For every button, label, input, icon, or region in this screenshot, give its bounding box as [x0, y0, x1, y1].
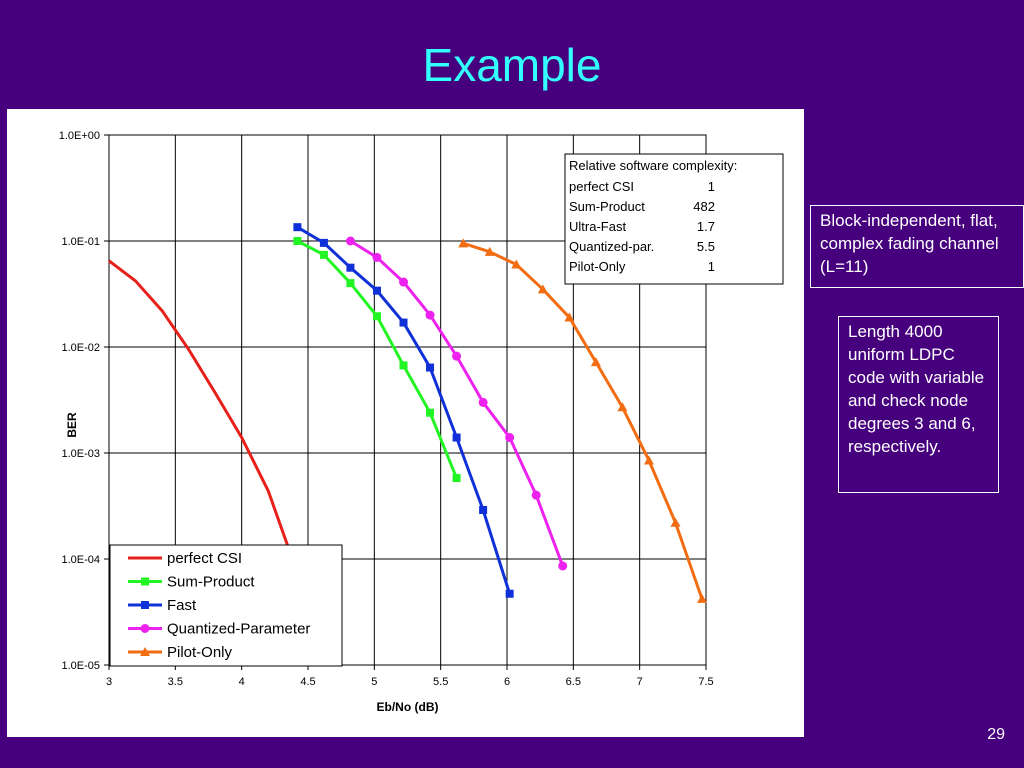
- legend-marker-sum-product: [141, 577, 149, 586]
- series-line-pilot-only: [462, 241, 704, 600]
- legend-label-sum-product: Sum-Product: [167, 574, 255, 591]
- data-point-sum-product: [319, 250, 328, 259]
- series-line-sum-product: [296, 239, 458, 479]
- note-fading-channel: Block-independent, flat, complex fading …: [810, 205, 1024, 288]
- page-number: 29: [987, 726, 1005, 743]
- data-point-sum-product: [399, 361, 408, 370]
- annotation-row-value: 1.7: [697, 219, 715, 234]
- data-point-quantized-parameter: [505, 433, 515, 443]
- x-tick-label: 5: [371, 676, 377, 688]
- data-point-fast: [319, 238, 328, 247]
- data-point-quantized-parameter: [425, 310, 435, 320]
- data-point-sum-product: [346, 279, 355, 288]
- note-ldpc-code: Length 4000 uniform LDPC code with varia…: [838, 316, 999, 493]
- data-point-fast: [372, 286, 381, 295]
- legend-marker-fast: [141, 601, 149, 609]
- data-point-sum-product: [372, 312, 381, 321]
- annotation-box: [564, 153, 784, 285]
- y-tick-label: 1.0E+00: [59, 130, 100, 142]
- data-point-pilot-only: [670, 517, 681, 527]
- y-tick-label: 1.0E-01: [61, 236, 100, 248]
- data-point-quantized-parameter: [345, 236, 355, 246]
- data-point-pilot-only: [617, 402, 628, 412]
- x-axis-label: Eb/No (dB): [377, 700, 439, 714]
- y-tick-label: 1.0E-03: [61, 448, 100, 460]
- x-tick-label: 3: [106, 676, 112, 688]
- legend-marker-pilot-only: [140, 647, 150, 656]
- plot-frame: [108, 134, 707, 666]
- x-tick-label: 3.5: [168, 676, 183, 688]
- x-tick-label: 7: [637, 676, 643, 688]
- data-point-quantized-parameter: [558, 561, 568, 571]
- data-point-sum-product: [426, 408, 435, 417]
- data-point-quantized-parameter: [372, 252, 382, 262]
- data-point-fast: [399, 318, 408, 327]
- y-tick-label: 1.0E-02: [61, 342, 100, 354]
- data-point-pilot-only: [484, 246, 495, 256]
- legend-label-pilot-only: Pilot-Only: [167, 644, 233, 661]
- x-tick-label: 4.5: [300, 676, 315, 688]
- data-point-pilot-only: [511, 259, 522, 269]
- data-point-pilot-only: [643, 455, 654, 465]
- data-point-sum-product: [293, 237, 302, 245]
- legend-label-perfect-csi: perfect CSI: [167, 550, 242, 567]
- chart-legend: perfect CSI Sum-Product Fast Quantized-Para…: [109, 544, 343, 667]
- data-point-quantized-parameter: [531, 490, 541, 500]
- series-line-quantized-parameter: [349, 239, 565, 567]
- y-tick-label: 1.0E-04: [61, 554, 100, 566]
- annotation-title: Relative software complexity:: [569, 158, 737, 173]
- annotation-row-label: Quantized-par.: [569, 239, 654, 254]
- annotation-row-value: 1: [708, 259, 715, 274]
- x-tick-label: 6: [504, 676, 510, 688]
- data-point-pilot-only: [564, 312, 575, 322]
- y-tick-label: 1.0E-05: [61, 660, 100, 672]
- series-markers: [293, 223, 708, 603]
- data-point-fast: [452, 433, 461, 442]
- data-point-quantized-parameter: [399, 277, 409, 287]
- series-line-perfect-csi: [108, 259, 290, 548]
- x-tick-label: 6.5: [566, 676, 581, 688]
- annotation-row-label: Ultra-Fast: [569, 219, 626, 234]
- data-point-quantized-parameter: [452, 351, 462, 361]
- chart-panel: 3 3.5 4 4.5 5 5.5 6 6.5 7 7.5 1.0E+00 1.0E-01 1.0E-0…: [7, 109, 804, 737]
- data-point-fast: [346, 263, 355, 272]
- x-tick-label: 5.5: [433, 676, 448, 688]
- data-point-pilot-only: [590, 357, 601, 367]
- ber-chart: 3 3.5 4 4.5 5 5.5 6 6.5 7 7.5 1.0E+00 1.0E-01 1.0E-0…: [59, 130, 784, 714]
- data-point-fast: [479, 505, 488, 514]
- data-point-sum-product: [452, 474, 461, 483]
- x-tick-label: 7.5: [698, 676, 713, 688]
- annotation-row-value: 1: [708, 179, 715, 194]
- legend-label-fast: Fast: [167, 597, 197, 614]
- complexity-annotation: Relative software complexity: perfect CSI…: [564, 153, 784, 285]
- data-point-fast: [426, 363, 435, 372]
- annotation-row-label: Sum-Product: [569, 199, 645, 214]
- data-point-pilot-only: [537, 284, 548, 294]
- annotation-row-value: 5.5: [697, 239, 715, 254]
- y-axis-label: BER: [65, 412, 79, 438]
- slide-title: Example: [422, 39, 602, 91]
- legend-label-quantized-parameter: Quantized-Parameter: [167, 621, 310, 638]
- data-point-quantized-parameter: [478, 397, 488, 407]
- annotation-row-label: Pilot-Only: [569, 259, 626, 274]
- x-tick-label: 4: [239, 676, 245, 688]
- data-point-pilot-only: [458, 238, 469, 248]
- data-point-pilot-only: [697, 593, 708, 603]
- legend-marker-quantized-parameter: [140, 624, 150, 633]
- data-point-fast: [505, 589, 514, 598]
- annotation-row-label: perfect CSI: [569, 179, 634, 194]
- data-point-fast: [293, 223, 302, 232]
- annotation-row-value: 482: [693, 199, 715, 214]
